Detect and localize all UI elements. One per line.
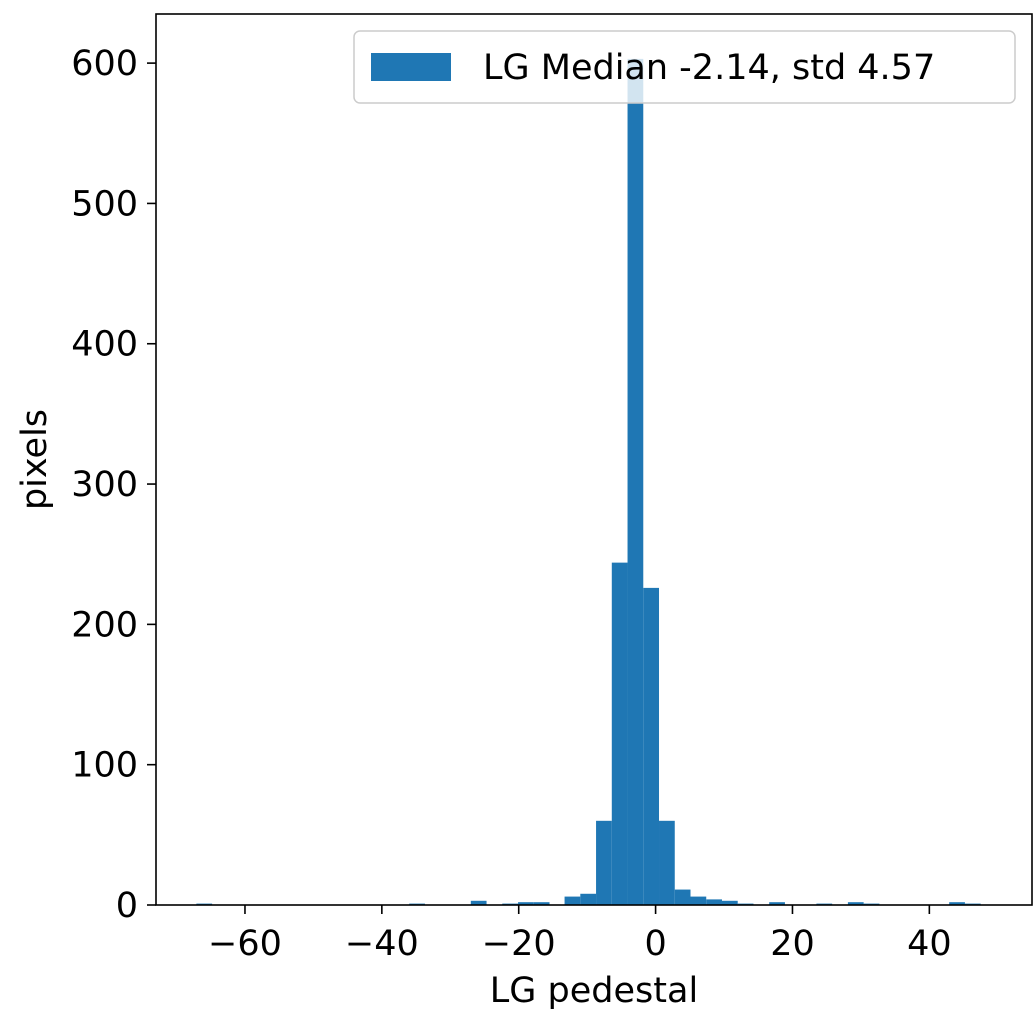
x-axis-ticks: −60 −40 −20 0 20 40 <box>208 905 952 964</box>
histogram-bar <box>674 889 691 905</box>
histogram-bar <box>533 902 550 905</box>
legend-box <box>353 30 1016 104</box>
histogram-bar <box>580 893 597 905</box>
x-tick-label: −40 <box>345 924 419 964</box>
histogram-bar <box>564 896 581 905</box>
histogram-bar <box>659 820 675 905</box>
y-tick-label: 0 <box>116 886 138 926</box>
y-tick-label: 100 <box>71 746 138 786</box>
y-tick-label: 400 <box>71 325 138 365</box>
histogram-bar <box>518 902 534 905</box>
histogram-bar <box>643 587 660 905</box>
x-tick-label: 40 <box>907 924 952 964</box>
histogram-bar <box>769 902 785 905</box>
histogram-bar <box>949 902 965 905</box>
histogram-bar <box>847 902 864 905</box>
histogram-bar <box>627 58 644 906</box>
y-tick-label: 300 <box>71 465 138 505</box>
x-tick-label: 0 <box>644 924 666 964</box>
x-tick-label: 20 <box>770 924 815 964</box>
histogram-bar <box>470 900 487 905</box>
axes-frame <box>155 13 1033 906</box>
histogram-bar <box>596 820 612 905</box>
y-tick-label: 500 <box>71 184 138 224</box>
histogram-bar <box>690 896 707 905</box>
histogram-bar <box>721 900 738 905</box>
y-axis-ticks: 0 100 200 300 400 500 600 <box>71 44 156 926</box>
x-tick-label: −60 <box>208 924 282 964</box>
legend-entry-label: LG Median -2.14, std 4.57 <box>483 48 935 88</box>
y-tick-label: 200 <box>71 605 138 645</box>
y-tick-label: 600 <box>71 44 138 84</box>
x-axis-label: LG pedestal <box>490 971 698 1010</box>
y-axis-label: pixels <box>15 409 55 510</box>
legend: LG Median -2.14, std 4.57 <box>353 30 1016 104</box>
legend-swatch <box>371 53 451 81</box>
histogram-bars <box>196 58 981 906</box>
x-tick-label: −20 <box>482 924 556 964</box>
histogram-bar <box>611 562 628 905</box>
histogram-bar <box>706 899 722 905</box>
